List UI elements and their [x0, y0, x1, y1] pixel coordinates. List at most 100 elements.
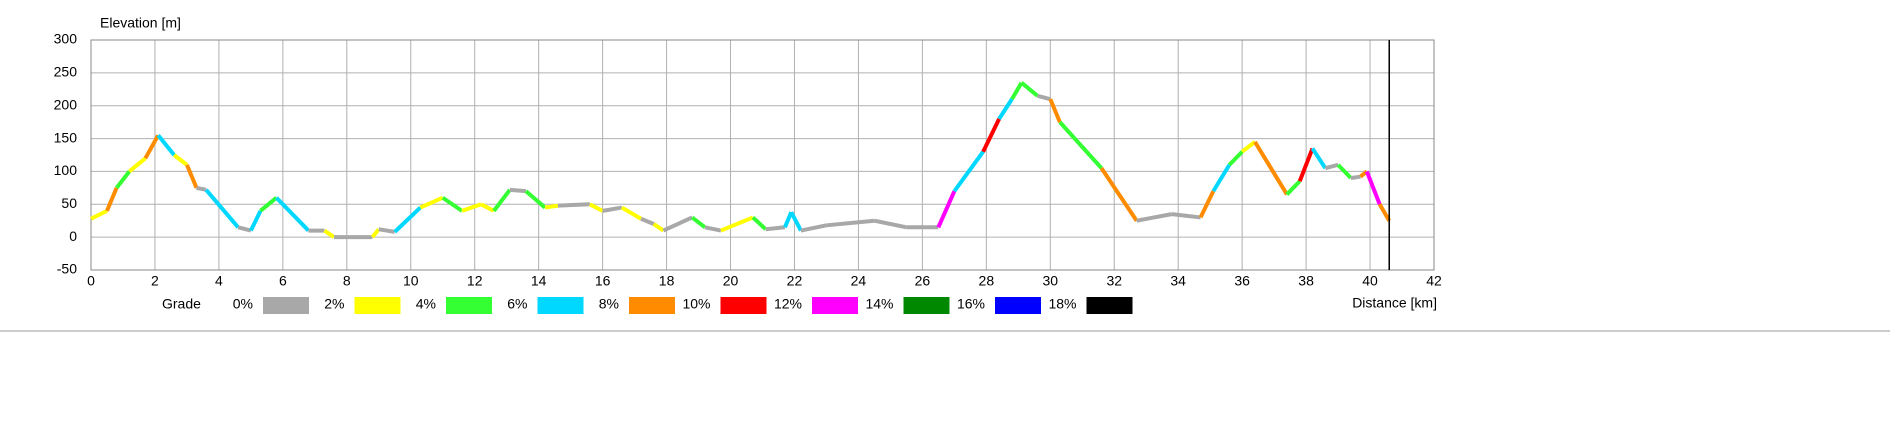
legend-label: 14% [865, 296, 893, 312]
x-tick-label: 18 [659, 273, 675, 289]
profile-segment [393, 206, 422, 234]
profile-segment [1198, 190, 1216, 219]
x-tick-label: 6 [279, 273, 287, 289]
x-tick-label: 10 [403, 273, 419, 289]
profile-segment [588, 202, 604, 213]
profile-segment [704, 225, 722, 233]
x-tick-label: 34 [1170, 273, 1186, 289]
legend-swatch [354, 297, 401, 314]
profile-segment [1010, 81, 1024, 101]
legend-label: 2% [324, 296, 344, 312]
profile-segment [1227, 150, 1244, 167]
profile-segment [1285, 179, 1302, 196]
profile-segment [1297, 147, 1315, 183]
profile-segment [441, 196, 464, 213]
legend-swatch [629, 297, 675, 314]
profile-segment [936, 190, 957, 229]
profile-segment [751, 215, 768, 231]
profile-segment [172, 153, 189, 167]
profile-segment [419, 195, 444, 210]
profile-segment [323, 228, 336, 239]
profile-segment [765, 225, 786, 232]
legend-label: 16% [957, 296, 985, 312]
profile-segment [652, 222, 665, 233]
profile-segment [602, 205, 623, 213]
x-tick-label: 40 [1362, 273, 1378, 289]
x-tick-label: 22 [787, 273, 803, 289]
x-tick-label: 42 [1426, 273, 1442, 289]
profile-segment [480, 202, 495, 213]
legend-label: 6% [507, 296, 527, 312]
profile-segment [952, 150, 985, 193]
profile-segment [509, 187, 527, 194]
profile-segment [237, 225, 252, 233]
x-tick-label: 14 [531, 273, 547, 289]
legend-swatch [995, 297, 1041, 314]
legend-title: Grade [162, 296, 201, 312]
profile-segment [1336, 163, 1353, 180]
profile-segment [981, 117, 1001, 153]
profile-segment [1364, 170, 1382, 206]
legend-swatch [1086, 297, 1133, 314]
y-tick-label: 100 [54, 162, 78, 178]
y-tick-label: 300 [54, 31, 78, 47]
legend-label: 12% [774, 296, 802, 312]
profile-segment [1058, 120, 1103, 170]
y-tick-label: 200 [54, 96, 78, 112]
profile-segment [1036, 93, 1051, 102]
legend-swatch [446, 297, 492, 314]
profile-segment [1253, 140, 1289, 196]
profile-segment [720, 215, 754, 233]
profile-segment [259, 196, 278, 213]
profile-segment [826, 218, 875, 228]
legend-swatch [537, 297, 584, 314]
profile-segment [1310, 147, 1327, 170]
x-tick-label: 28 [979, 273, 995, 289]
legend-label: 8% [599, 296, 619, 312]
y-axis-label: Elevation [m] [100, 15, 181, 31]
x-tick-label: 12 [467, 273, 483, 289]
profile-segment [620, 205, 642, 221]
profile-segment [800, 223, 827, 233]
profile-segment [997, 98, 1014, 120]
profile-segment [115, 170, 131, 190]
legend-swatch [812, 297, 858, 314]
legend-label: 10% [682, 296, 710, 312]
profile-segment [370, 227, 381, 239]
profile-segment [544, 203, 559, 210]
profile-segment [1211, 163, 1232, 193]
profile-segment [378, 227, 396, 234]
profile-segment [461, 202, 482, 213]
x-tick-label: 38 [1298, 273, 1314, 289]
profile-segment [1350, 174, 1361, 180]
legend-swatch [903, 297, 950, 314]
profile-segment [789, 211, 803, 232]
plot-frame [90, 39, 1435, 271]
profile-segment [143, 134, 160, 160]
y-tick-label: 50 [61, 195, 77, 211]
profile-segment [662, 215, 693, 233]
legend-label: 4% [416, 296, 436, 312]
profile-segment [1324, 162, 1339, 171]
x-tick-label: 26 [915, 273, 931, 289]
profile-segment [690, 215, 707, 229]
x-tick-label: 20 [723, 273, 739, 289]
profile-segment [557, 202, 590, 208]
x-tick-label: 16 [595, 273, 611, 289]
legend-swatch [720, 297, 767, 314]
profile-segment [783, 211, 794, 229]
profile-segment [275, 196, 310, 232]
x-tick-label: 36 [1234, 273, 1250, 289]
profile-segment [185, 164, 199, 189]
x-tick-label: 0 [87, 273, 95, 289]
y-tick-label: -50 [57, 261, 77, 277]
y-tick-label: 150 [54, 129, 78, 145]
legend-label: 18% [1048, 296, 1076, 312]
profile-segment [1099, 167, 1139, 222]
x-tick-label: 8 [343, 273, 351, 289]
x-axis-label: Distance [km] [1352, 295, 1437, 311]
profile-segment [196, 185, 207, 192]
profile-segment [105, 187, 119, 212]
x-tick-label: 24 [851, 273, 867, 289]
